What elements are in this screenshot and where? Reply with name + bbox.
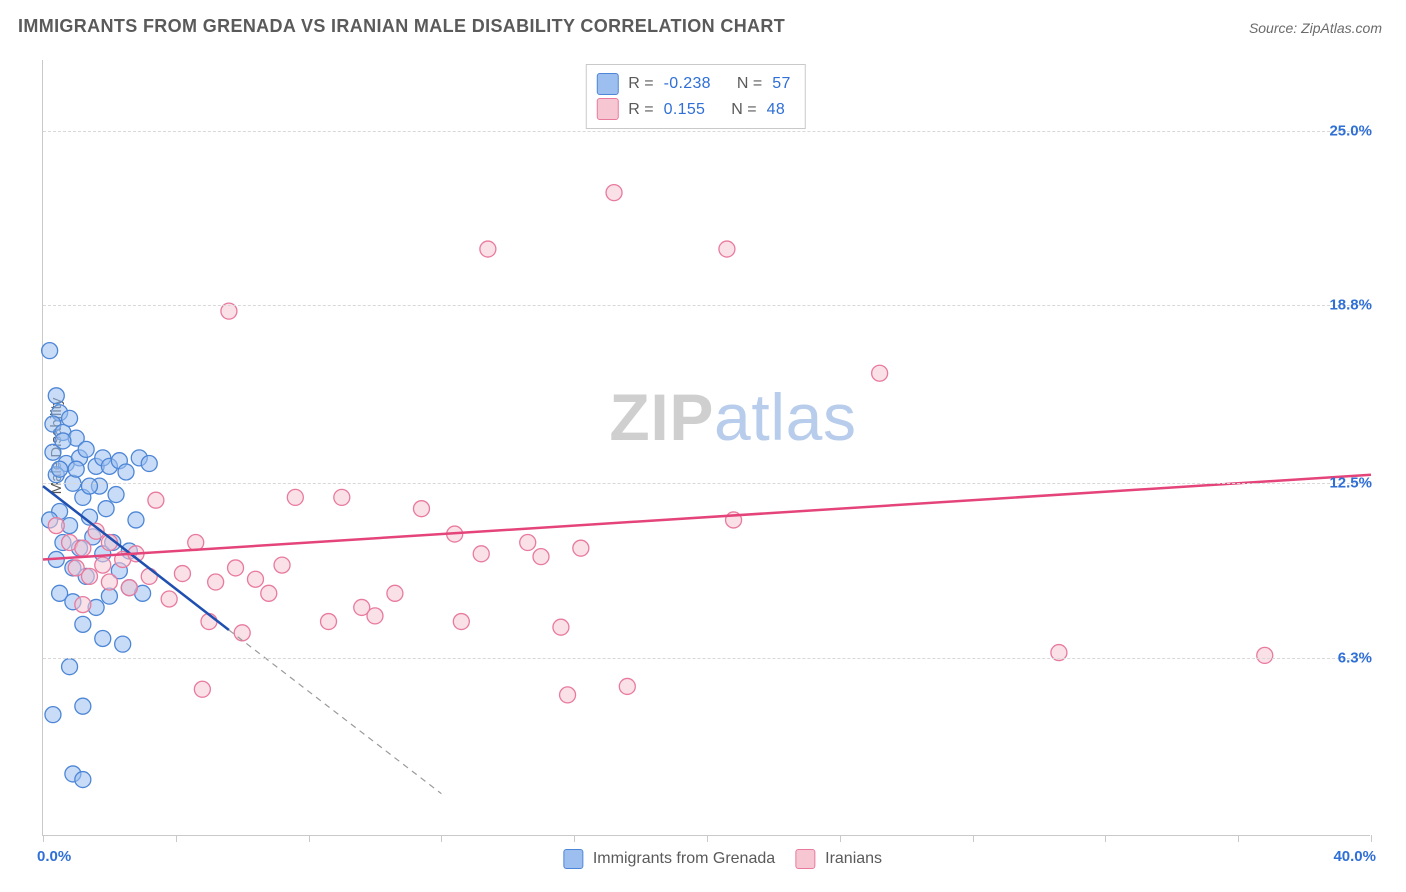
data-point: [75, 772, 91, 788]
x-tick: [43, 835, 44, 842]
data-point: [520, 535, 536, 551]
data-point: [194, 681, 210, 697]
data-point: [321, 614, 337, 630]
data-point: [413, 501, 429, 517]
gridline: [43, 131, 1370, 132]
y-tick-label: 25.0%: [1329, 122, 1372, 139]
data-point: [287, 489, 303, 505]
trend-line-extension: [229, 630, 441, 794]
data-point: [42, 343, 58, 359]
data-point: [719, 241, 735, 257]
data-point: [228, 560, 244, 576]
data-point: [81, 568, 97, 584]
data-point: [48, 518, 64, 534]
data-point: [55, 433, 71, 449]
x-axis-max-label: 40.0%: [1333, 848, 1376, 865]
data-point: [560, 687, 576, 703]
data-point: [75, 616, 91, 632]
x-tick: [840, 835, 841, 842]
x-tick: [309, 835, 310, 842]
scatter-svg: [43, 60, 1371, 836]
data-point: [62, 659, 78, 675]
x-tick: [1238, 835, 1239, 842]
data-point: [95, 557, 111, 573]
plot-area: ZIPatlas R = -0.238 N = 57 R = 0.155 N =…: [42, 60, 1370, 836]
trend-line: [43, 475, 1371, 560]
data-point: [81, 478, 97, 494]
data-point: [128, 512, 144, 528]
legend-series-label: Immigrants from Grenada: [593, 850, 775, 868]
data-point: [68, 461, 84, 477]
data-point: [108, 487, 124, 503]
x-tick: [176, 835, 177, 842]
gridline: [43, 658, 1370, 659]
x-tick: [1371, 835, 1372, 842]
data-point: [367, 608, 383, 624]
data-point: [121, 580, 137, 596]
data-point: [118, 464, 134, 480]
source-label: Source: ZipAtlas.com: [1249, 20, 1382, 36]
y-tick-label: 12.5%: [1329, 475, 1372, 492]
data-point: [606, 185, 622, 201]
data-point: [115, 636, 131, 652]
data-point: [480, 241, 496, 257]
x-tick: [973, 835, 974, 842]
x-tick: [707, 835, 708, 842]
data-point: [161, 591, 177, 607]
data-point: [62, 410, 78, 426]
data-point: [45, 707, 61, 723]
x-tick: [1105, 835, 1106, 842]
y-tick-label: 6.3%: [1338, 650, 1372, 667]
data-point: [334, 489, 350, 505]
chart-container: IMMIGRANTS FROM GRENADA VS IRANIAN MALE …: [0, 0, 1406, 892]
x-tick: [574, 835, 575, 842]
chart-title: IMMIGRANTS FROM GRENADA VS IRANIAN MALE …: [18, 16, 785, 37]
data-point: [872, 365, 888, 381]
legend-item: Immigrants from Grenada: [563, 849, 775, 869]
data-point: [75, 597, 91, 613]
x-tick: [441, 835, 442, 842]
data-point: [247, 571, 263, 587]
legend-series-label: Iranians: [825, 850, 882, 868]
data-point: [141, 456, 157, 472]
data-point: [1257, 647, 1273, 663]
data-point: [101, 574, 117, 590]
data-point: [75, 540, 91, 556]
data-point: [553, 619, 569, 635]
legend-item: Iranians: [795, 849, 882, 869]
data-point: [98, 501, 114, 517]
data-point: [619, 678, 635, 694]
data-point: [387, 585, 403, 601]
data-point: [75, 698, 91, 714]
gridline: [43, 483, 1370, 484]
data-point: [261, 585, 277, 601]
data-point: [78, 441, 94, 457]
gridline: [43, 305, 1370, 306]
data-point: [533, 549, 549, 565]
data-point: [453, 614, 469, 630]
legend-series: Immigrants from Grenada Iranians: [563, 849, 882, 869]
data-point: [148, 492, 164, 508]
data-point: [208, 574, 224, 590]
data-point: [174, 566, 190, 582]
y-tick-label: 18.8%: [1329, 297, 1372, 314]
data-point: [274, 557, 290, 573]
x-axis-min-label: 0.0%: [37, 848, 71, 865]
data-point: [52, 461, 68, 477]
data-point: [95, 630, 111, 646]
data-point: [48, 388, 64, 404]
legend-swatch-icon: [795, 849, 815, 869]
data-point: [141, 568, 157, 584]
data-point: [473, 546, 489, 562]
data-point: [234, 625, 250, 641]
legend-swatch-icon: [563, 849, 583, 869]
data-point: [573, 540, 589, 556]
